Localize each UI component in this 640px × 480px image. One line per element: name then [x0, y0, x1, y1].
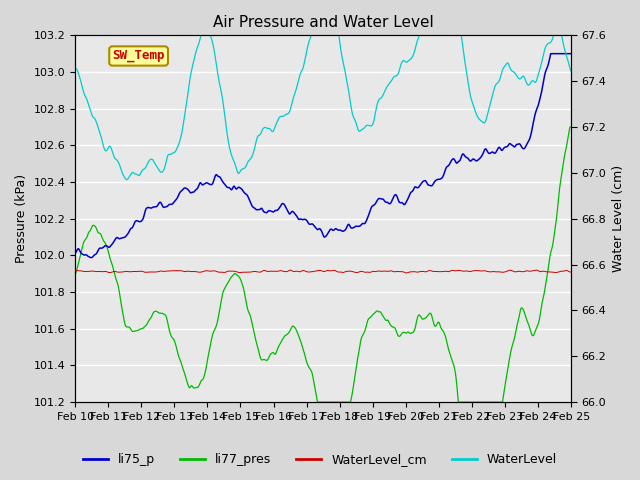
Title: Air Pressure and Water Level: Air Pressure and Water Level	[212, 15, 433, 30]
Text: SW_Temp: SW_Temp	[113, 49, 165, 62]
Legend: li75_p, li77_pres, WaterLevel_cm, WaterLevel: li75_p, li77_pres, WaterLevel_cm, WaterL…	[78, 448, 562, 471]
Y-axis label: Water Level (cm): Water Level (cm)	[612, 165, 625, 272]
Y-axis label: Pressure (kPa): Pressure (kPa)	[15, 174, 28, 263]
